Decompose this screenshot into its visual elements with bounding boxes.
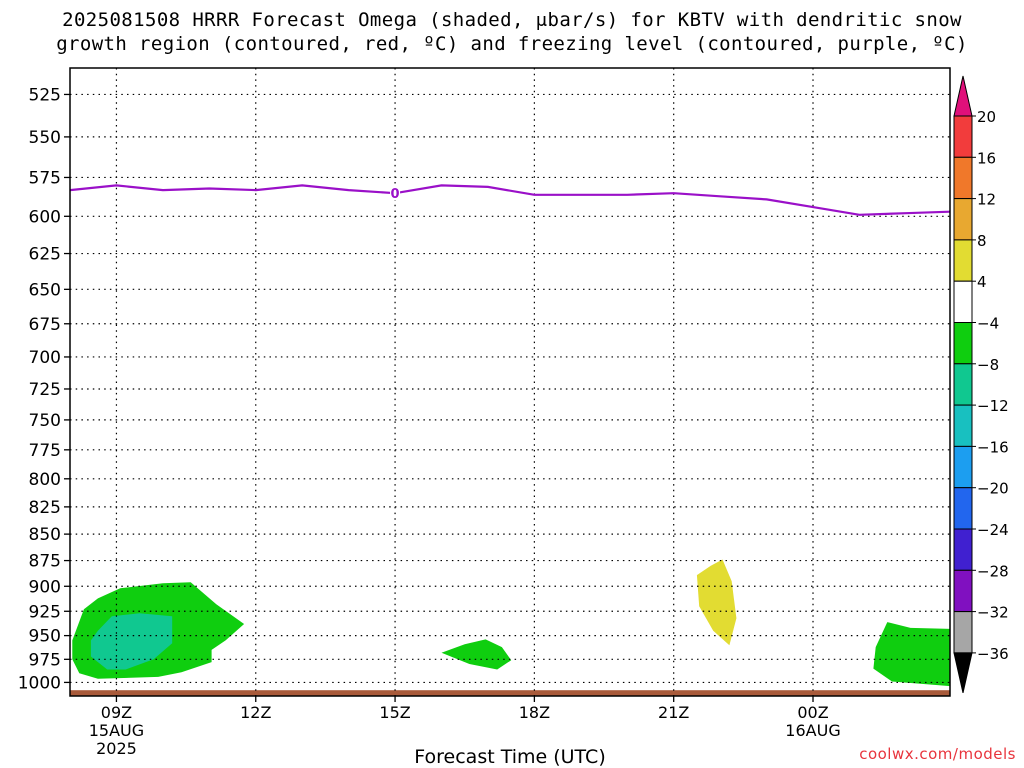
colorbar-label: −28 — [977, 562, 1009, 580]
freezing-level-label-bg — [390, 185, 401, 201]
colorbar-segment — [953, 239, 973, 282]
y-tick-label: 550 — [29, 128, 61, 148]
chart-title: 2025081508 HRRR Forecast Omega (shaded, … — [62, 9, 962, 31]
omega-region-4 — [696, 559, 737, 646]
freezing-level-layer: 0 — [70, 184, 950, 216]
y-tick-label: 825 — [29, 498, 61, 518]
colorbar-bottom-arrow — [953, 652, 973, 694]
colorbar-label: −36 — [977, 645, 1009, 663]
y-axis: 525 550 575 600 625 650 675 700 725 750 775 800 825 8… — [18, 85, 70, 693]
colorbar-label: 8 — [977, 232, 987, 250]
x-tick-label: 21Z — [658, 703, 689, 722]
y-tick-label: 575 — [29, 168, 61, 188]
omega-region-2 — [90, 613, 173, 670]
colorbar-label: −32 — [977, 604, 1009, 622]
colorbar-segment — [953, 156, 973, 200]
x-tick-label: 15Z — [379, 703, 410, 722]
x-tick-label: 16AUG — [785, 721, 840, 740]
x-tick-label: 09Z — [101, 703, 132, 722]
colorbar-label: −4 — [977, 315, 999, 333]
colorbar-label: −20 — [977, 480, 1009, 498]
source-credit: coolwx.com/models — [859, 745, 1016, 763]
x-tick-label: 2025 — [96, 739, 137, 758]
y-tick-label: 975 — [29, 650, 61, 670]
chart-subtitle: growth region (contoured, red, ºC) and f… — [56, 33, 968, 55]
plot-frame — [69, 67, 951, 697]
y-tick-label: 525 — [29, 85, 61, 105]
colorbar-label: 12 — [977, 191, 996, 209]
omega-region-3 — [441, 639, 512, 670]
y-tick-label: 600 — [29, 207, 61, 227]
x-tick-label: 15AUG — [89, 721, 144, 740]
colorbar-segment — [953, 528, 973, 571]
omega-shading-layer — [70, 559, 950, 696]
colorbar-label: −8 — [977, 356, 999, 374]
y-tick-label: 700 — [29, 348, 61, 368]
colorbar: 20 16 12 8 4 −4 −8 −12 −16 −20 −24 −28 −32 −36 — [953, 75, 1009, 694]
y-tick-label: 650 — [29, 280, 61, 300]
x-tick-label: 18Z — [519, 703, 550, 722]
y-tick-label: 725 — [29, 380, 61, 400]
colorbar-label: 20 — [977, 108, 996, 126]
y-tick-label: 875 — [29, 552, 61, 572]
colorbar-label: −24 — [977, 521, 1009, 539]
terrain-strip — [70, 690, 950, 696]
omega-region-5 — [873, 622, 950, 687]
colorbar-segment — [953, 487, 973, 530]
y-tick-label: 775 — [29, 441, 61, 461]
freezing-level-label: 0 — [391, 187, 400, 202]
freezing-level-line — [70, 184, 950, 216]
colorbar-label: 16 — [977, 149, 996, 167]
colorbar-segment — [953, 322, 973, 365]
y-tick-label: 1000 — [18, 673, 61, 693]
colorbar-segment — [953, 404, 973, 447]
colorbar-segment — [953, 445, 973, 489]
y-tick-label: 800 — [29, 470, 61, 490]
x-tick-label: 00Z — [797, 703, 828, 722]
colorbar-label: −16 — [977, 438, 1009, 456]
y-tick-label: 675 — [29, 315, 61, 335]
y-tick-label: 850 — [29, 525, 61, 545]
y-tick-label: 950 — [29, 627, 61, 647]
colorbar-segment — [953, 611, 973, 654]
colorbar-segment — [953, 198, 973, 241]
colorbar-segment — [953, 569, 973, 613]
colorbar-top-arrow — [953, 75, 973, 117]
y-tick-label: 900 — [29, 577, 61, 597]
colorbar-label: −12 — [977, 397, 1009, 415]
grid-lines — [70, 68, 950, 696]
y-tick-label: 925 — [29, 602, 61, 622]
colorbar-label: 4 — [977, 273, 987, 291]
x-axis-label: Forecast Time (UTC) — [414, 746, 606, 768]
y-tick-label: 750 — [29, 411, 61, 431]
x-tick-label: 12Z — [240, 703, 271, 722]
colorbar-segment — [953, 363, 973, 406]
colorbar-segment — [953, 280, 973, 324]
colorbar-segment — [953, 115, 973, 158]
y-tick-label: 625 — [29, 245, 61, 265]
